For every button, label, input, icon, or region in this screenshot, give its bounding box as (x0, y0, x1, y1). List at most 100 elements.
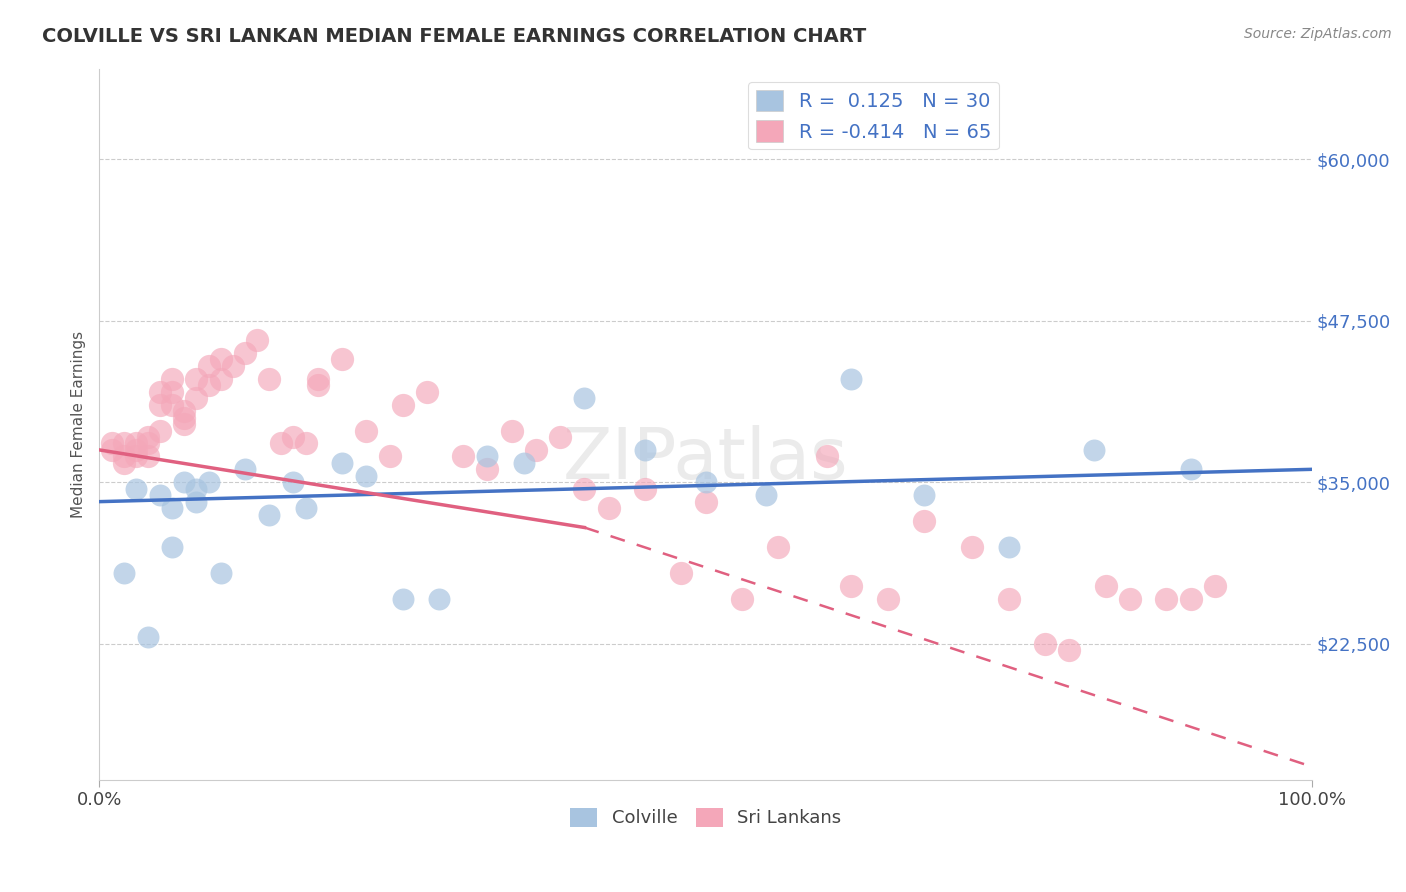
Point (524, 442, 547, 457)
Point (598, 501, 620, 516)
Point (294, 436, 316, 450)
Point (112, 450, 135, 464)
Point (209, 372, 232, 386)
Point (257, 372, 280, 386)
Point (1033, 637, 1056, 651)
Point (997, 591, 1019, 606)
Point (1094, 579, 1116, 593)
Point (380, 450, 402, 464)
Point (548, 430, 571, 444)
Point (839, 579, 862, 593)
Point (574, 391, 596, 405)
Point (160, 398, 183, 412)
Point (294, 501, 316, 516)
Point (1180, 591, 1202, 606)
Point (574, 482, 596, 496)
Point (427, 591, 450, 606)
Point (173, 404, 195, 418)
Point (246, 333, 269, 347)
Point (112, 456, 135, 470)
Point (1119, 591, 1142, 606)
Point (768, 540, 790, 554)
Point (233, 346, 256, 360)
Point (354, 424, 377, 438)
Point (912, 514, 935, 528)
Point (839, 372, 862, 386)
Point (136, 430, 159, 444)
Point (1059, 643, 1081, 657)
Point (815, 450, 838, 464)
Point (125, 436, 148, 450)
Point (671, 566, 693, 580)
Point (451, 450, 474, 464)
Point (186, 482, 208, 496)
Point (755, 488, 778, 502)
Point (695, 475, 717, 490)
Point (173, 417, 195, 431)
Point (962, 540, 984, 554)
Point (283, 430, 305, 444)
Point (125, 442, 148, 457)
Point (173, 410, 195, 425)
Point (912, 488, 935, 502)
Point (997, 540, 1019, 554)
Point (136, 631, 159, 645)
Point (197, 378, 219, 392)
Point (233, 462, 256, 476)
Text: COLVILLE VS SRI LANKAN MEDIAN FEMALE EARNINGS CORRELATION CHART: COLVILLE VS SRI LANKAN MEDIAN FEMALE EAR… (42, 27, 866, 45)
Point (160, 384, 183, 399)
Point (731, 591, 754, 606)
Point (477, 462, 499, 476)
Point (330, 352, 353, 367)
Point (391, 398, 413, 412)
Point (149, 488, 172, 502)
Point (197, 359, 219, 373)
Point (125, 450, 148, 464)
Text: Source: ZipAtlas.com: Source: ZipAtlas.com (1244, 27, 1392, 41)
Point (257, 508, 280, 522)
Point (160, 501, 183, 516)
Point (186, 372, 208, 386)
Point (160, 372, 183, 386)
Point (391, 591, 413, 606)
Point (354, 468, 377, 483)
Point (125, 482, 148, 496)
Point (209, 352, 232, 367)
Point (149, 384, 172, 399)
Point (307, 378, 329, 392)
Point (634, 442, 657, 457)
Point (149, 424, 172, 438)
Point (695, 494, 717, 508)
Point (209, 566, 232, 580)
Point (136, 450, 159, 464)
Point (416, 384, 439, 399)
Point (1204, 579, 1226, 593)
Y-axis label: Median Female Earnings: Median Female Earnings (72, 331, 86, 517)
Point (330, 456, 353, 470)
Point (513, 456, 536, 470)
Point (634, 482, 657, 496)
Point (283, 475, 305, 490)
Point (173, 475, 195, 490)
Point (501, 424, 523, 438)
Point (186, 391, 208, 405)
Point (100, 436, 122, 450)
Point (1180, 462, 1202, 476)
Point (1083, 442, 1105, 457)
Point (307, 372, 329, 386)
Point (197, 475, 219, 490)
Point (477, 450, 499, 464)
Point (876, 591, 898, 606)
Point (136, 436, 159, 450)
Point (222, 359, 245, 373)
Point (149, 398, 172, 412)
Point (186, 494, 208, 508)
Point (270, 436, 292, 450)
Text: ZIPatlas: ZIPatlas (562, 425, 848, 494)
Point (1156, 591, 1178, 606)
Point (160, 540, 183, 554)
Point (112, 566, 135, 580)
Legend: Colville, Sri Lankans: Colville, Sri Lankans (562, 801, 848, 835)
Point (100, 442, 122, 457)
Point (112, 436, 135, 450)
